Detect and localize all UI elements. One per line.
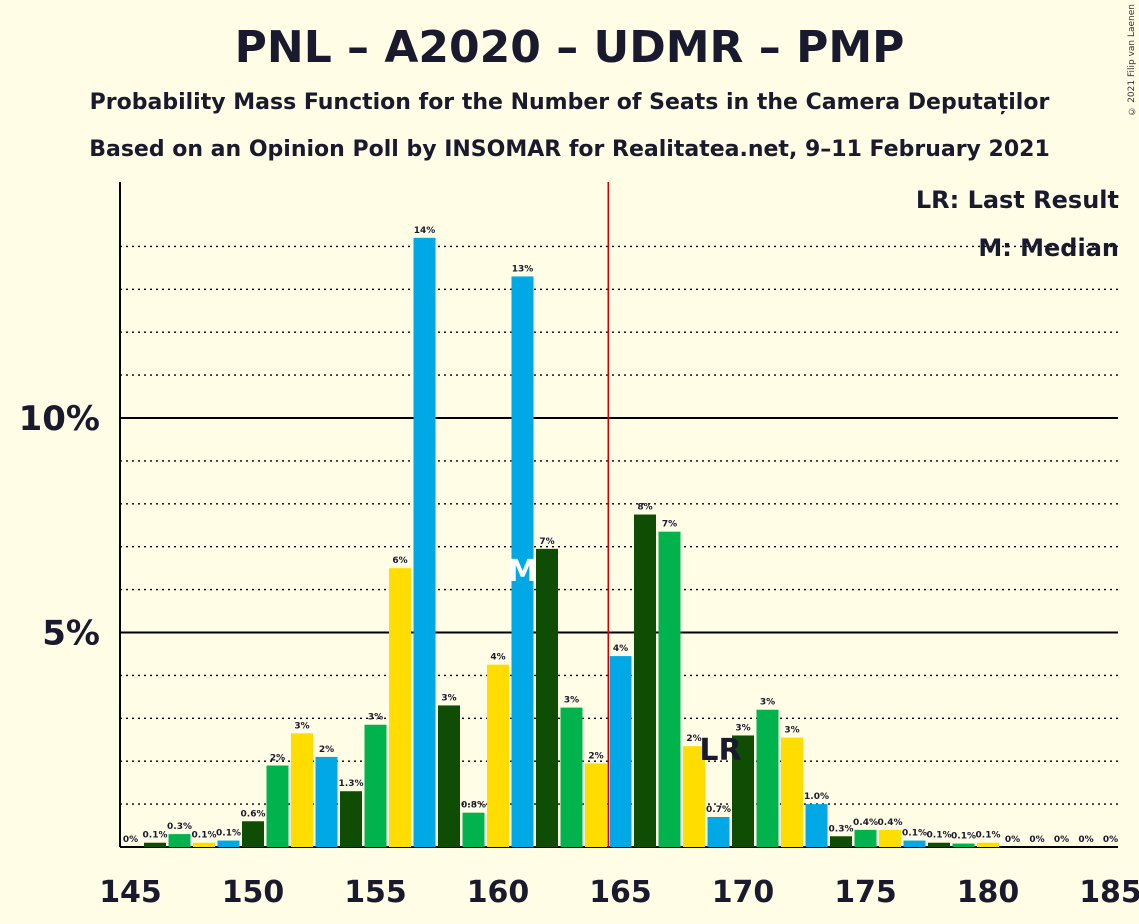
bar-158	[438, 705, 460, 847]
data-label-160: 4%	[490, 653, 505, 663]
chart-source: Based on an Opinion Poll by INSOMAR for …	[89, 137, 1050, 162]
legend-last-result: LR: Last Result	[915, 186, 1119, 214]
data-label-171: 3%	[760, 698, 775, 708]
data-label-161: 13%	[512, 264, 534, 274]
data-label-179: 0.1%	[951, 832, 976, 842]
bar-156	[389, 568, 411, 847]
bar-155	[364, 724, 387, 847]
y-tick-label: 5%	[42, 614, 100, 654]
bar-149	[217, 840, 240, 847]
data-label-159: 0.8%	[461, 801, 486, 811]
data-label-184: 0%	[1078, 835, 1093, 845]
data-label-162: 7%	[539, 537, 554, 547]
bar-165	[609, 656, 632, 847]
bar-180	[977, 842, 999, 847]
y-tick-label: 10%	[19, 399, 100, 439]
data-label-173: 1.0%	[804, 792, 829, 802]
bar-177	[903, 840, 926, 847]
x-tick-label: 150	[222, 875, 285, 910]
data-label-151: 2%	[270, 753, 285, 763]
bar-176	[879, 829, 901, 847]
x-tick-label: 170	[712, 875, 775, 910]
data-label-156: 6%	[392, 556, 407, 566]
data-label-157: 14%	[414, 226, 436, 236]
data-label-175: 0.4%	[853, 818, 878, 828]
data-label-182: 0%	[1029, 835, 1044, 845]
bar-153	[315, 756, 338, 847]
data-label-163: 3%	[564, 696, 579, 706]
bar-148	[193, 842, 215, 847]
bar-174	[830, 836, 852, 847]
chart-title: PNL – A2020 – UDMR – PMP	[234, 22, 905, 73]
data-label-152: 3%	[294, 721, 309, 731]
data-label-172: 3%	[784, 726, 799, 736]
data-label-155: 3%	[368, 713, 383, 723]
last-result-marker: LR	[699, 733, 741, 768]
bar-175	[854, 829, 877, 847]
bar-152	[291, 733, 313, 847]
x-tick-label: 145	[99, 875, 162, 910]
data-label-165: 4%	[613, 644, 628, 654]
bar-172	[781, 737, 803, 847]
bar-154	[340, 791, 362, 847]
data-label-167: 7%	[662, 520, 677, 530]
x-tick-label: 160	[467, 875, 530, 910]
data-label-169: 0.7%	[706, 805, 731, 815]
x-tick-label: 175	[834, 875, 897, 910]
data-label-185: 0%	[1103, 835, 1118, 845]
data-label-145: 0%	[123, 835, 138, 845]
data-label-150: 0.6%	[241, 809, 266, 819]
data-label-149: 0.1%	[216, 829, 241, 839]
bar-166	[634, 514, 656, 847]
data-label-166: 8%	[637, 503, 652, 513]
bar-151	[266, 765, 289, 847]
x-tick-label: 155	[344, 875, 407, 910]
data-label-183: 0%	[1054, 835, 1069, 845]
bar-146	[144, 842, 166, 847]
data-label-177: 0.1%	[902, 829, 927, 839]
data-label-164: 2%	[588, 751, 603, 761]
bar-150	[242, 821, 264, 847]
data-label-176: 0.4%	[878, 818, 903, 828]
data-label-168: 2%	[686, 734, 701, 744]
data-label-153: 2%	[319, 745, 334, 755]
data-label-146: 0.1%	[143, 831, 168, 841]
data-label-158: 3%	[441, 693, 456, 703]
data-label-170: 3%	[735, 723, 750, 733]
bar-179	[952, 843, 975, 847]
data-label-180: 0.1%	[976, 831, 1001, 841]
bar-164	[585, 763, 607, 847]
data-label-154: 1.3%	[339, 779, 364, 789]
data-label-148: 0.1%	[192, 831, 217, 841]
bar-160	[487, 664, 509, 847]
median-marker: M	[508, 554, 538, 589]
bar-162	[536, 548, 558, 847]
bar-171	[756, 709, 779, 847]
data-label-181: 0%	[1005, 835, 1020, 845]
x-tick-label: 185	[1079, 875, 1139, 910]
bar-163	[560, 707, 583, 847]
bar-170	[732, 735, 754, 847]
bar-173	[805, 804, 828, 847]
chart-subtitle: Probability Mass Function for the Number…	[89, 90, 1050, 115]
bar-157	[413, 237, 436, 847]
data-label-147: 0.3%	[167, 822, 192, 832]
data-label-174: 0.3%	[829, 824, 854, 834]
bar-161	[511, 276, 534, 847]
bar-168	[683, 746, 705, 847]
legend-median: M: Median	[978, 234, 1119, 262]
bar-147	[168, 834, 191, 847]
data-label-178: 0.1%	[927, 831, 952, 841]
bar-178	[928, 842, 950, 847]
bar-159	[462, 812, 485, 847]
bar-167	[658, 531, 681, 847]
bar-169	[707, 816, 730, 847]
x-tick-label: 165	[589, 875, 652, 910]
x-tick-label: 180	[957, 875, 1020, 910]
